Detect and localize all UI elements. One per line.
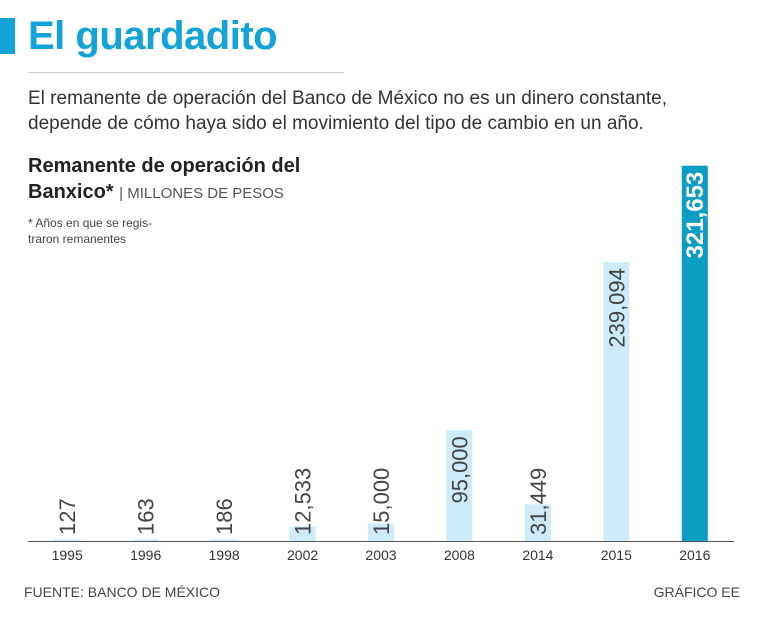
x-tick-label-2015: 2015 <box>601 547 632 563</box>
source-label: FUENTE: BANCO DE MÉXICO <box>24 584 221 600</box>
subtitle-line-1: El remanente de operación del Banco de M… <box>28 88 668 109</box>
data-label-2003: 15,000 <box>369 468 394 535</box>
data-label-2008: 95,000 <box>447 436 472 503</box>
title-divider <box>28 72 344 73</box>
page-title: El guardadito <box>28 14 278 58</box>
data-label-1998: 186 <box>212 498 237 535</box>
bar-2016 <box>681 165 708 541</box>
data-label-1996: 163 <box>134 498 159 535</box>
bar-1995 <box>54 539 81 541</box>
data-label-2016: 321,653 <box>682 172 709 259</box>
bar-2003 <box>368 523 394 541</box>
x-tick-label-2008: 2008 <box>444 547 475 563</box>
bar-2015 <box>603 262 630 541</box>
x-tick-label-2003: 2003 <box>365 547 396 563</box>
chart-title-banxico: Banxico* <box>28 181 114 203</box>
chart-unit-label: | MILLONES DE PESOS <box>119 185 284 202</box>
chart-footnote: * Años en que se regis- traron remanente… <box>28 215 188 247</box>
x-tick-label-2014: 2014 <box>522 547 553 563</box>
x-tick-label-1996: 1996 <box>130 547 161 563</box>
bar-2002 <box>289 526 316 541</box>
x-tick-label-2002: 2002 <box>287 547 318 563</box>
footnote-line-2: traron remanentes <box>28 232 127 246</box>
x-tick-label-1995: 1995 <box>52 547 83 563</box>
data-label-2002: 12,533 <box>291 468 316 535</box>
chart-title-line-2: Banxico* | MILLONES DE PESOS <box>28 179 300 207</box>
credit-label: GRÁFICO EE <box>653 584 740 600</box>
x-tick-label-2016: 2016 <box>679 547 710 563</box>
bar-2014 <box>524 504 551 541</box>
subtitle-line-2: depende de cómo haya sido el movimiento … <box>28 113 644 134</box>
data-label-2015: 239,094 <box>604 268 629 348</box>
title-accent-bar <box>0 18 15 54</box>
footnote-line-1: * Años en que se regis- <box>28 216 153 230</box>
bar-1996 <box>132 539 159 541</box>
x-tick-label-1998: 1998 <box>209 547 240 563</box>
data-label-2014: 31,449 <box>526 468 551 535</box>
subtitle: El remanente de operación del Banco de M… <box>28 86 748 136</box>
bar-2008 <box>446 430 473 541</box>
chart-title-line-1: Remanente de operación del <box>28 155 301 177</box>
data-label-1995: 127 <box>55 498 80 535</box>
chart-title: Remanente de operación del Banxico* | MI… <box>28 153 300 207</box>
bar-1998 <box>211 539 238 541</box>
